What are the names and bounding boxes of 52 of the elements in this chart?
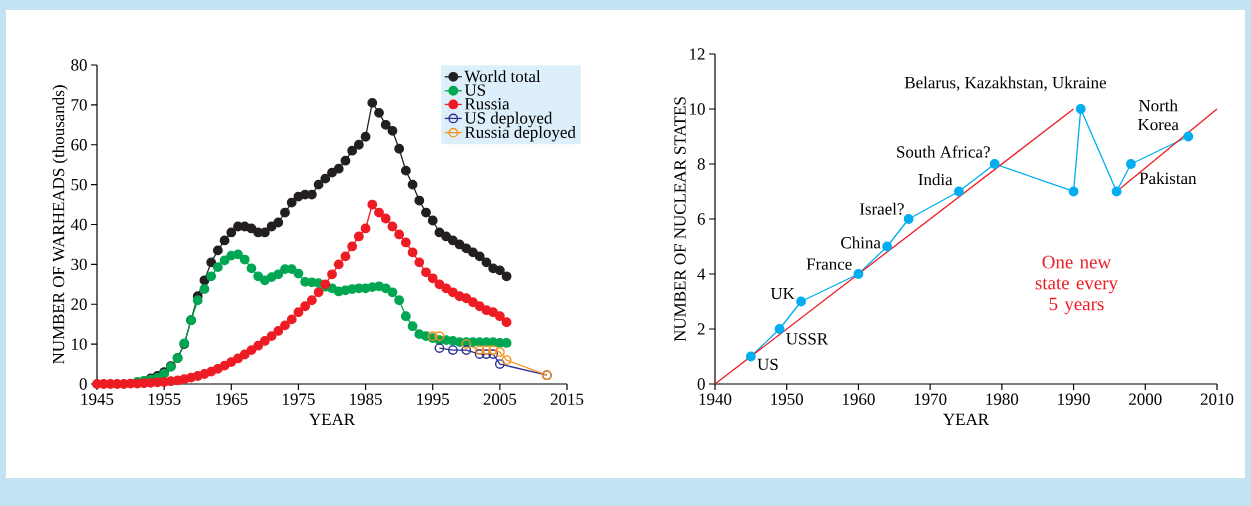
- x-tick-label: 1990: [1058, 393, 1090, 405]
- annotation: Belarus, Kazakhstan, Ukraine: [904, 76, 1106, 91]
- x-tick-label: 2000: [1129, 393, 1162, 405]
- annotation: France: [806, 258, 852, 270]
- x-axis-title: YEAR: [943, 413, 990, 425]
- y-tick-label: 40: [70, 218, 87, 231]
- x-tick-label: 1955: [148, 393, 181, 405]
- x-tick-label: 1945: [81, 393, 114, 405]
- x-axis-title: YEAR: [309, 413, 356, 425]
- y-tick-label: 6: [697, 213, 705, 225]
- annotation: UK: [770, 288, 795, 300]
- x-tick-label: 1985: [350, 393, 382, 405]
- y-tick-label: 20: [71, 298, 87, 310]
- y-tick-label: 10: [72, 338, 87, 350]
- y-tick-label: 60: [71, 139, 87, 151]
- x-tick-label: 1980: [986, 393, 1019, 405]
- y-tick-label: 50: [71, 178, 87, 191]
- x-tick-label: 1965: [215, 393, 248, 405]
- y-tick-label: 12: [690, 48, 705, 60]
- annotation: One new state every 5 years: [1035, 255, 1118, 315]
- annotation: North Korea: [1138, 99, 1179, 131]
- y-tick-label: 80: [71, 59, 87, 71]
- annotation: Israel?: [859, 202, 904, 215]
- legend-label: World total: [464, 70, 541, 83]
- y-tick-label: 30: [71, 258, 87, 271]
- x-tick-label: 1960: [842, 393, 875, 405]
- annotation: US: [757, 358, 778, 371]
- y-tick-label: 2: [697, 323, 705, 335]
- y-tick-label: 8: [697, 158, 705, 170]
- x-tick-label: 2015: [550, 393, 584, 405]
- legend-label: Russia deployed: [464, 126, 576, 142]
- y-tick-label: 4: [697, 268, 706, 280]
- y-tick-label: 0: [697, 378, 705, 390]
- y-axis-title: NUMBER OF NUCLEAR STATES: [674, 97, 686, 342]
- annotation: India: [918, 173, 953, 186]
- y-tick-label: 10: [690, 103, 705, 115]
- x-tick-label: 1950: [771, 393, 804, 405]
- annotation: USSR: [786, 333, 829, 345]
- x-tick-label: 1970: [914, 393, 947, 405]
- annotation: China: [841, 236, 881, 249]
- annotation: Pakistan: [1139, 172, 1197, 185]
- x-tick-label: 1940: [699, 393, 732, 405]
- x-tick-label: 2005: [483, 393, 517, 405]
- y-tick-label: 70: [71, 99, 87, 111]
- y-tick-label: 0: [79, 378, 87, 390]
- x-tick-label: 1975: [282, 393, 315, 405]
- y-axis-title: NUMBER OF WARHEADS (thousands): [52, 85, 68, 364]
- legend-label: Russia: [464, 98, 510, 110]
- x-tick-label: 1995: [417, 393, 449, 405]
- legend-label: US: [464, 84, 486, 96]
- annotation: South Africa?: [897, 145, 990, 158]
- x-tick-label: 2010: [1200, 393, 1234, 405]
